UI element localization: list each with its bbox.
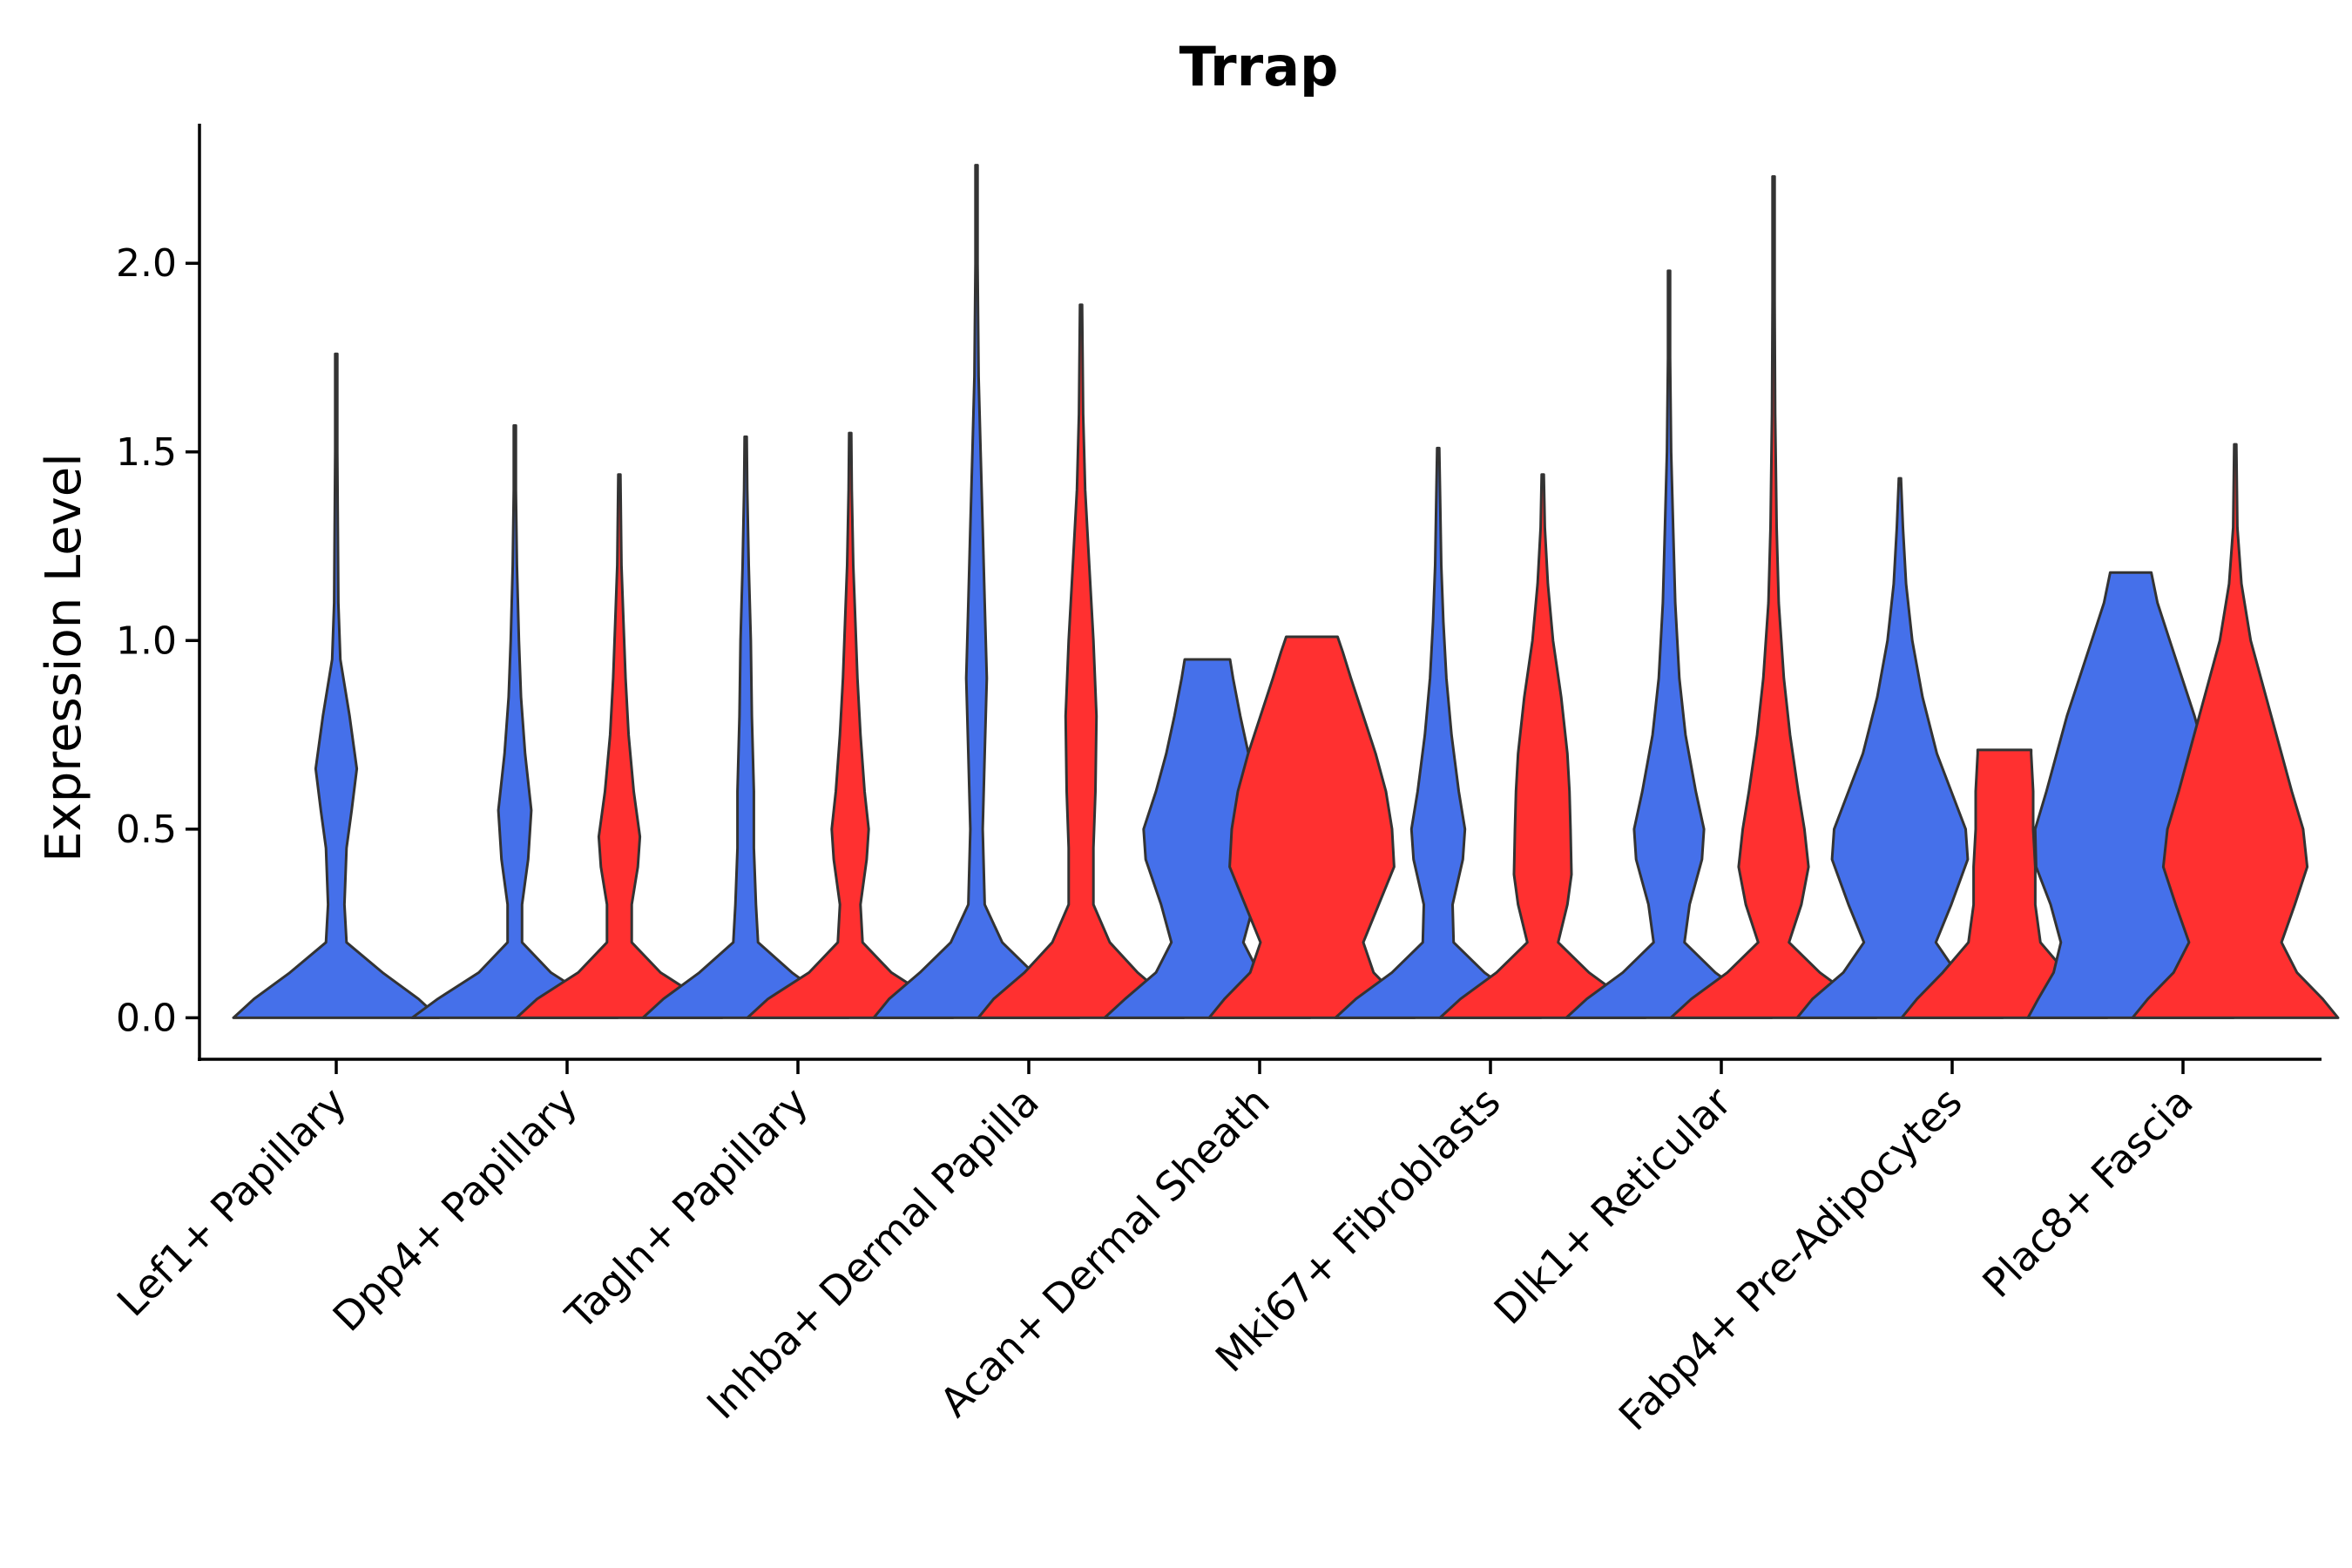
violin-layer <box>232 164 2340 1019</box>
y-tick-label: 1.5 <box>116 430 177 475</box>
violin-group1 <box>1334 446 1543 1019</box>
violin-group1 <box>1565 269 1774 1019</box>
x-tick-label: Dpp4+ Papillary <box>324 1078 586 1341</box>
y-tick-label: 2.0 <box>116 241 177 286</box>
violin-group2 <box>1438 473 1647 1019</box>
violin-group1 <box>872 164 1081 1019</box>
violin-group2 <box>515 473 724 1019</box>
y-ticks: 0.0 0.5 1.0 1.5 2.0 <box>116 241 199 1040</box>
y-axis-label: Expression Level <box>36 453 92 862</box>
chart-title: Trrap <box>1179 35 1339 98</box>
violin-group2 <box>977 303 1186 1019</box>
y-tick-label: 1.0 <box>116 618 177 663</box>
violin-group1 <box>1795 476 2004 1019</box>
violin-group1 <box>641 435 850 1019</box>
violin-group1 <box>232 352 441 1019</box>
x-tick-label: Dlk1+ Reticular <box>1485 1078 1740 1334</box>
violin-group2 <box>2131 443 2340 1019</box>
x-tick-label: Lef1+ Papillary <box>108 1078 355 1326</box>
violin-group1 <box>410 424 619 1019</box>
violin-group2 <box>1900 748 2109 1019</box>
x-tick-label: Plac8+ Fascia <box>1973 1078 2201 1307</box>
y-tick-label: 0.5 <box>116 808 177 852</box>
violin-group2 <box>746 431 955 1019</box>
violin-group2 <box>1207 635 1416 1019</box>
violin-group2 <box>1669 175 1878 1019</box>
x-tick-label: Tagln+ Papillary <box>556 1078 817 1340</box>
y-tick-label: 0.0 <box>116 996 177 1040</box>
